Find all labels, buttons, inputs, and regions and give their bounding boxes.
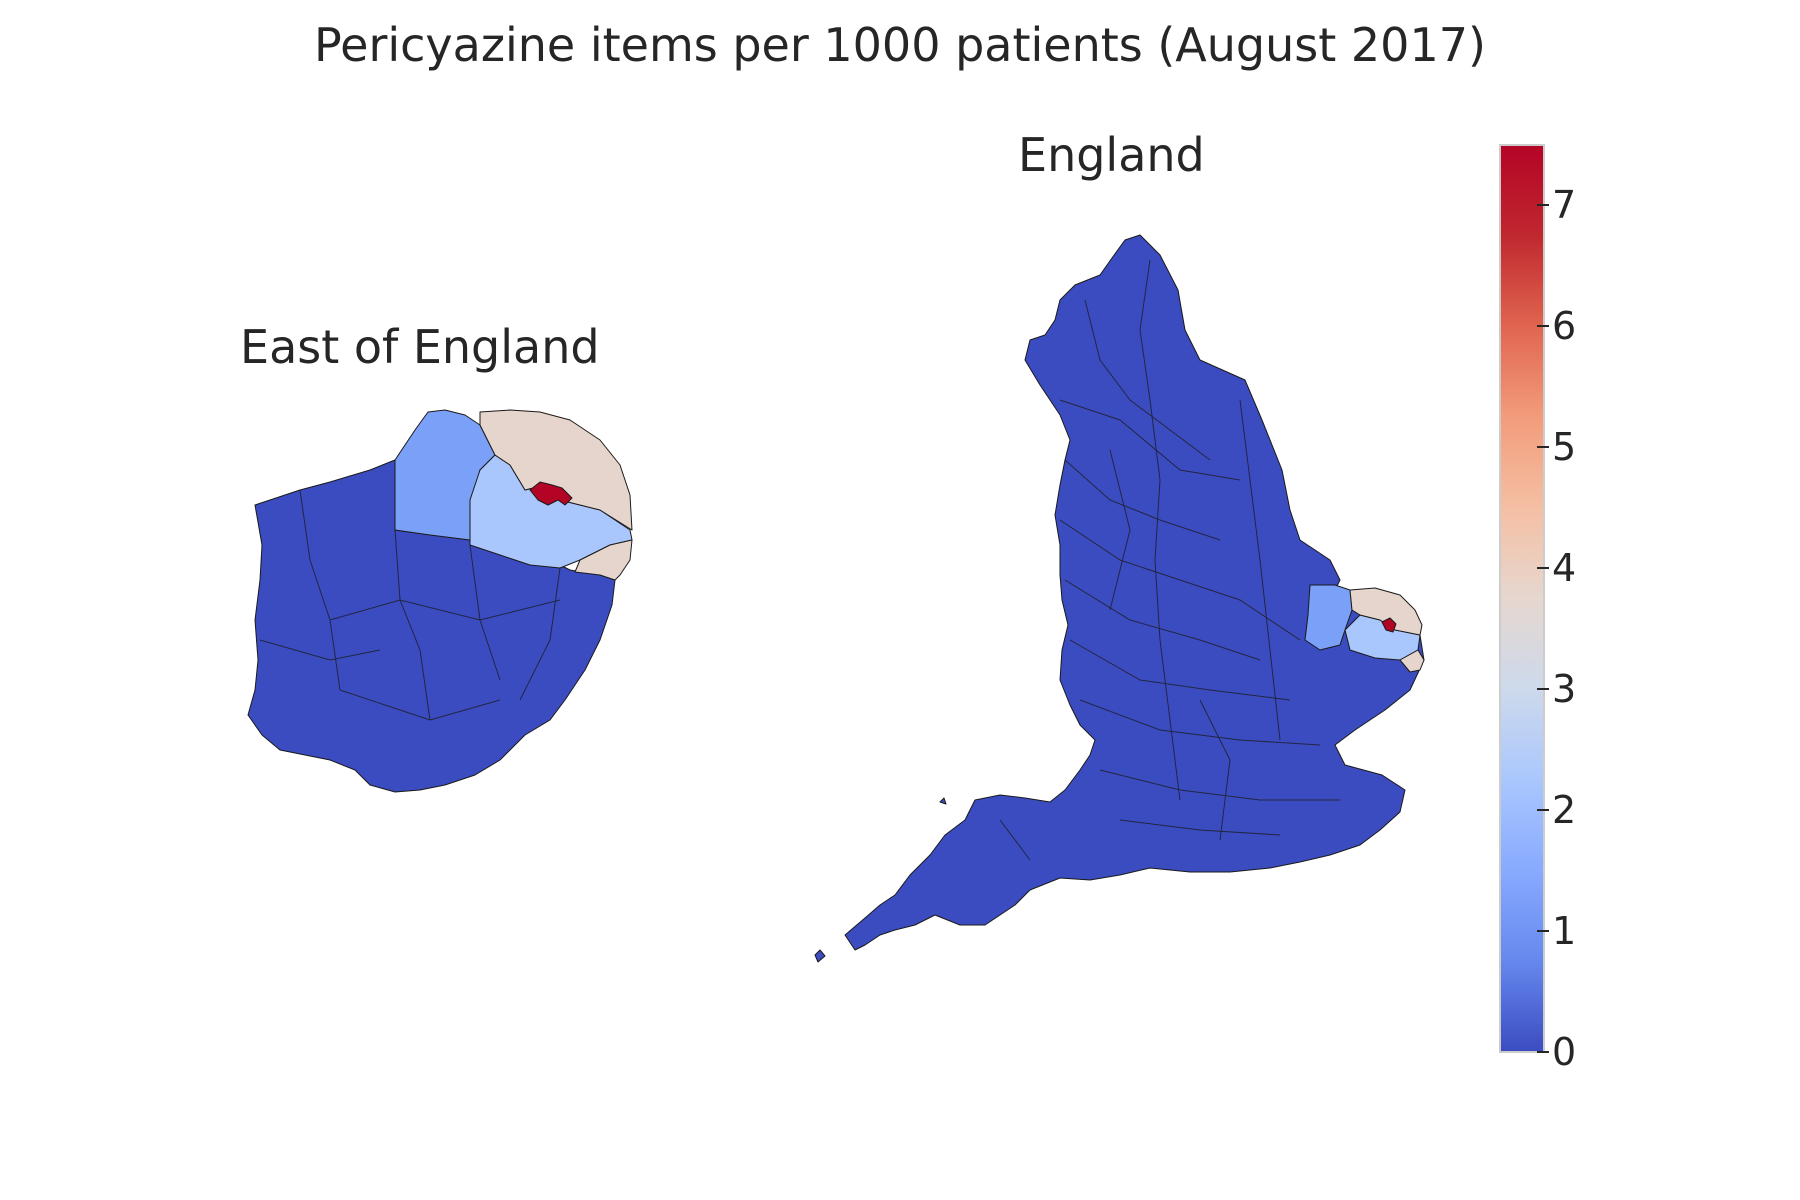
england-title: England [1018, 128, 1205, 182]
colorbar-tick-label: 3 [1552, 667, 1577, 712]
england-islands [814, 797, 947, 963]
colorbar-tick-mark [1537, 446, 1549, 449]
colorbar-tick-label: 0 [1552, 1030, 1577, 1074]
colorbar-tick-mark [1537, 567, 1549, 570]
england-region-great-yarmouth [1399, 649, 1425, 673]
england-internal-borders [999, 259, 1340, 861]
colorbar-tick-mark [1537, 204, 1549, 207]
colorbar-tick-mark [1537, 930, 1549, 933]
east-internal-borders [259, 489, 561, 721]
colorbar-gradient-bar [1499, 144, 1545, 1053]
east-region-north-norfolk [479, 409, 633, 531]
figure-title: Pericyazine items per 1000 patients (Aug… [314, 18, 1486, 72]
england-region-norwich [1381, 617, 1397, 633]
east-of-england-map [247, 409, 633, 793]
colorbar-tick-mark [1537, 688, 1549, 691]
colorbar-tick-mark [1537, 1051, 1549, 1053]
colorbar-tick-label: 5 [1552, 425, 1577, 470]
colorbar-tick-label: 2 [1552, 788, 1577, 833]
colorbar-tick-label: 4 [1552, 546, 1577, 591]
colorbar-tick-mark [1537, 325, 1549, 328]
east-of-england-title: East of England [240, 320, 600, 374]
colorbar-tick-mark [1537, 809, 1549, 812]
colorbar-tick-label: 7 [1552, 183, 1577, 228]
colorbar [1499, 144, 1545, 1053]
england-region-north-norfolk [1349, 587, 1423, 636]
england-map [814, 234, 1425, 963]
colorbar-tick-label: 1 [1552, 909, 1577, 954]
east-region-norwich [529, 481, 573, 506]
colorbar-tick-label: 6 [1552, 304, 1577, 349]
east-region-great-yarmouth [574, 539, 633, 581]
